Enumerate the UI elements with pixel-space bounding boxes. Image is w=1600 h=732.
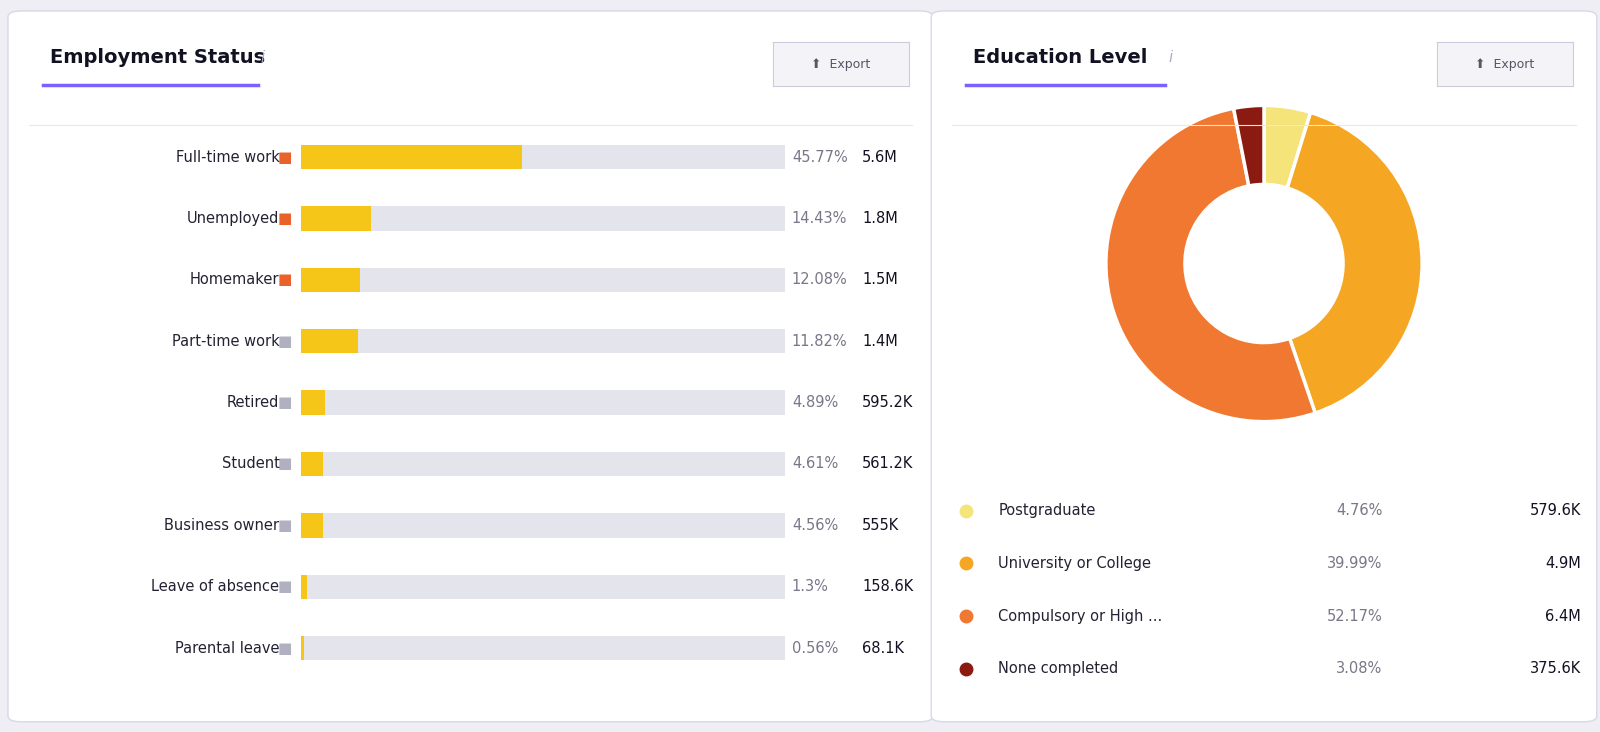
Text: 6.4M: 6.4M bbox=[1546, 608, 1581, 624]
Text: 0.56%: 0.56% bbox=[792, 640, 838, 656]
Text: Full-time work: Full-time work bbox=[176, 149, 280, 165]
Bar bbox=[301, 206, 784, 231]
Text: 579.6K: 579.6K bbox=[1530, 503, 1581, 518]
Text: None completed: None completed bbox=[998, 661, 1118, 676]
Bar bbox=[301, 452, 323, 477]
Text: Parental leave: Parental leave bbox=[174, 640, 280, 656]
Text: ■: ■ bbox=[277, 395, 291, 410]
Text: 4.56%: 4.56% bbox=[792, 518, 838, 533]
Text: 1.3%: 1.3% bbox=[792, 579, 829, 594]
Text: 39.99%: 39.99% bbox=[1326, 556, 1382, 571]
Bar bbox=[301, 145, 784, 169]
Text: 4.76%: 4.76% bbox=[1336, 503, 1382, 518]
Bar bbox=[301, 145, 523, 169]
Bar bbox=[301, 267, 360, 292]
Bar bbox=[301, 267, 784, 292]
Text: Education Level: Education Level bbox=[973, 48, 1147, 67]
Text: 1.4M: 1.4M bbox=[862, 334, 898, 348]
Text: Part-time work: Part-time work bbox=[171, 334, 280, 348]
Text: Retired: Retired bbox=[227, 395, 280, 410]
Text: ■: ■ bbox=[277, 149, 291, 165]
Bar bbox=[301, 206, 371, 231]
Bar bbox=[301, 329, 784, 354]
Text: i: i bbox=[1168, 50, 1173, 64]
Bar bbox=[301, 390, 325, 415]
Text: 68.1K: 68.1K bbox=[862, 640, 904, 656]
Text: 45.77%: 45.77% bbox=[792, 149, 848, 165]
Text: ■: ■ bbox=[277, 211, 291, 226]
Text: 1.8M: 1.8M bbox=[862, 211, 898, 226]
Bar bbox=[301, 390, 784, 415]
Bar bbox=[301, 452, 784, 477]
Text: 1.5M: 1.5M bbox=[862, 272, 898, 288]
Text: ■: ■ bbox=[277, 579, 291, 594]
Text: Leave of absence: Leave of absence bbox=[152, 579, 280, 594]
Text: ⬆  Export: ⬆ Export bbox=[811, 58, 870, 71]
Text: Business owner: Business owner bbox=[165, 518, 280, 533]
Wedge shape bbox=[1106, 108, 1315, 422]
Wedge shape bbox=[1234, 105, 1264, 186]
Text: 561.2K: 561.2K bbox=[862, 457, 914, 471]
Text: 4.61%: 4.61% bbox=[792, 457, 838, 471]
Text: 4.89%: 4.89% bbox=[792, 395, 838, 410]
Text: Homemaker: Homemaker bbox=[190, 272, 280, 288]
Text: ■: ■ bbox=[277, 272, 291, 288]
Text: ■: ■ bbox=[277, 457, 291, 471]
Bar bbox=[301, 636, 784, 660]
Text: ■: ■ bbox=[277, 640, 291, 656]
Text: ⬆  Export: ⬆ Export bbox=[1475, 58, 1534, 71]
Text: 5.6M: 5.6M bbox=[862, 149, 898, 165]
Bar bbox=[301, 575, 307, 599]
Text: Student: Student bbox=[221, 457, 280, 471]
Text: 11.82%: 11.82% bbox=[792, 334, 848, 348]
Bar bbox=[301, 513, 323, 538]
Text: ■: ■ bbox=[277, 334, 291, 348]
Bar bbox=[301, 636, 304, 660]
Text: Postgraduate: Postgraduate bbox=[998, 503, 1096, 518]
Text: Unemployed: Unemployed bbox=[187, 211, 280, 226]
Text: 158.6K: 158.6K bbox=[862, 579, 914, 594]
Bar bbox=[301, 329, 358, 354]
Text: 52.17%: 52.17% bbox=[1326, 608, 1382, 624]
Text: 4.9M: 4.9M bbox=[1546, 556, 1581, 571]
Text: ■: ■ bbox=[277, 518, 291, 533]
Bar bbox=[301, 575, 784, 599]
Text: 3.08%: 3.08% bbox=[1336, 661, 1382, 676]
Text: Employment Status: Employment Status bbox=[50, 48, 264, 67]
Text: i: i bbox=[261, 50, 266, 64]
Text: Compulsory or High ...: Compulsory or High ... bbox=[998, 608, 1163, 624]
Text: 12.08%: 12.08% bbox=[792, 272, 848, 288]
Text: University or College: University or College bbox=[998, 556, 1152, 571]
Text: 595.2K: 595.2K bbox=[862, 395, 914, 410]
Text: 14.43%: 14.43% bbox=[792, 211, 848, 226]
Wedge shape bbox=[1264, 105, 1310, 188]
Wedge shape bbox=[1288, 113, 1422, 413]
Bar bbox=[301, 513, 784, 538]
Text: 375.6K: 375.6K bbox=[1530, 661, 1581, 676]
Text: 555K: 555K bbox=[862, 518, 899, 533]
